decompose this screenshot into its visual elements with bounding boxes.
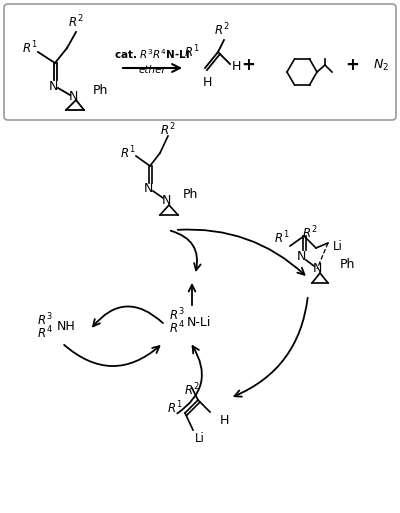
Text: +: + — [241, 56, 255, 74]
Text: Ph: Ph — [183, 188, 198, 202]
Text: $R^1$: $R^1$ — [274, 230, 290, 246]
Text: $R^2$: $R^2$ — [160, 122, 176, 139]
Text: $R^3$: $R^3$ — [170, 307, 185, 323]
Text: H: H — [232, 60, 241, 72]
Text: $R^2$: $R^2$ — [214, 22, 230, 38]
Text: $R^4$: $R^4$ — [169, 320, 185, 337]
Text: $R^1$: $R^1$ — [22, 40, 38, 56]
Text: $R^2$: $R^2$ — [302, 225, 318, 241]
Text: N: N — [143, 183, 153, 195]
Text: $R^2$: $R^2$ — [68, 14, 84, 30]
Text: N-Li: N-Li — [187, 315, 211, 328]
Text: N: N — [312, 263, 322, 275]
FancyBboxPatch shape — [4, 4, 396, 120]
Text: N: N — [68, 90, 78, 104]
Text: cat. $R^3R^4$N-Li: cat. $R^3R^4$N-Li — [114, 47, 190, 61]
Text: $N_2$: $N_2$ — [373, 57, 389, 72]
Text: $R^1$: $R^1$ — [120, 145, 136, 161]
Text: $R^4$: $R^4$ — [37, 325, 53, 341]
Text: ether: ether — [138, 65, 166, 75]
Text: N: N — [48, 80, 58, 92]
Text: H: H — [202, 75, 212, 89]
Text: $R^1$: $R^1$ — [167, 400, 183, 417]
Text: Li: Li — [333, 240, 343, 252]
Text: NH: NH — [57, 321, 76, 333]
Text: Ph: Ph — [340, 259, 355, 271]
Text: $R^2$: $R^2$ — [184, 382, 200, 398]
Text: N: N — [296, 249, 306, 263]
Text: Ph: Ph — [93, 85, 108, 97]
Text: $R^1$: $R^1$ — [184, 44, 200, 61]
Text: Li: Li — [195, 431, 205, 444]
Text: $R^3$: $R^3$ — [37, 312, 53, 328]
Text: +: + — [345, 56, 359, 74]
Text: H: H — [220, 413, 229, 426]
Text: N: N — [161, 193, 171, 207]
